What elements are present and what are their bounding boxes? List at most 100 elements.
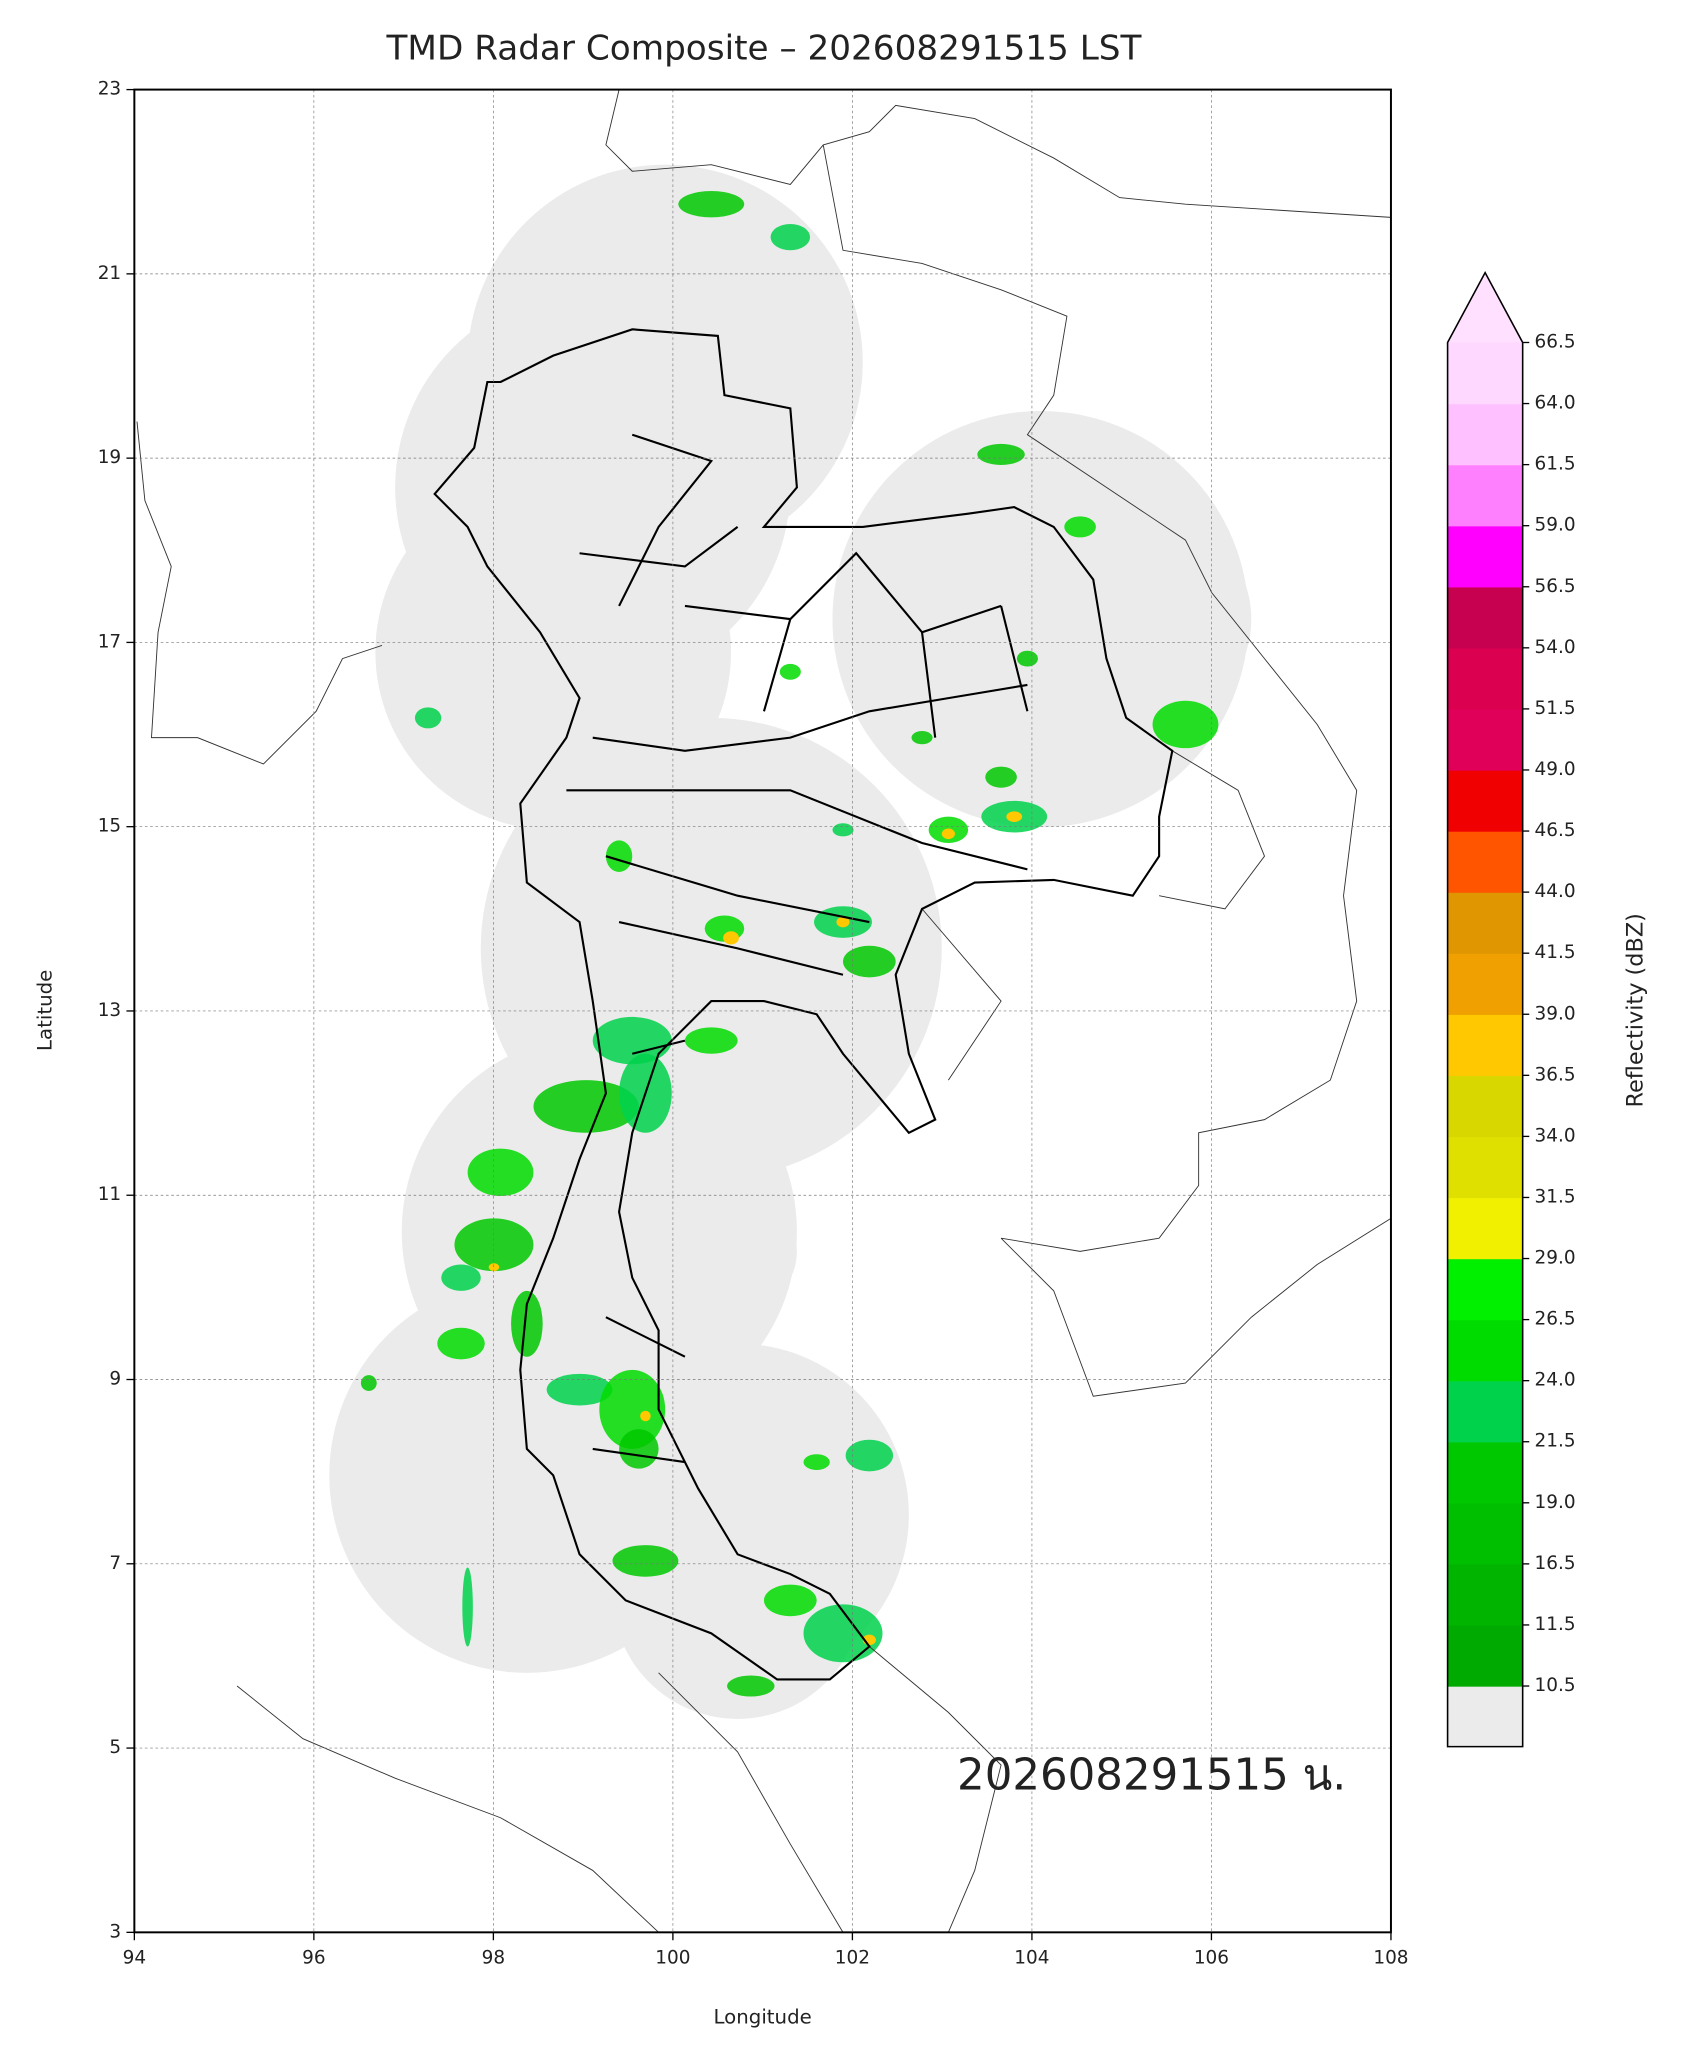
echo (977, 443, 1025, 465)
echo (832, 823, 854, 837)
y-tick-label: 21 (98, 263, 121, 284)
colorbar-tick-label: 24.0 (1535, 1370, 1576, 1391)
y-tick-label: 17 (98, 631, 121, 652)
y-tick-label: 7 (109, 1553, 121, 1574)
colorbar-tick-label: 64.0 (1535, 393, 1576, 414)
echo-core (723, 931, 739, 945)
colorbar-under (1447, 1686, 1523, 1747)
colorbar-segment (1447, 892, 1523, 954)
echo (437, 1327, 485, 1360)
x-tick-label: 94 (123, 1948, 146, 1969)
borders (136, 89, 1392, 1933)
coverage-area (612, 1468, 863, 1719)
colorbar-tick-label: 56.5 (1535, 576, 1576, 597)
x-tick-label: 108 (1373, 1948, 1408, 1969)
colorbar-segment (1447, 1136, 1523, 1199)
echo (441, 1264, 481, 1291)
echo (803, 1454, 830, 1471)
y-tick-label: 15 (98, 816, 121, 837)
colorbar-tick-label: 46.5 (1535, 820, 1576, 841)
colorbar-tick-label: 10.5 (1535, 1675, 1576, 1696)
y-tick-label: 13 (98, 1000, 121, 1021)
colorbar-tick-label: 21.5 (1535, 1431, 1576, 1452)
echo (619, 1429, 659, 1469)
colorbar-tick-label: 11.5 (1535, 1614, 1576, 1635)
colorbar-tick-label: 51.5 (1535, 698, 1576, 719)
y-tick-label: 9 (109, 1369, 121, 1390)
colorbar-segment (1447, 586, 1523, 649)
colorbar-segment (1447, 1075, 1523, 1138)
echo (1152, 700, 1219, 749)
echo (599, 1369, 666, 1449)
echo-core (1006, 811, 1023, 822)
echo (511, 1290, 543, 1357)
x-tick-label: 102 (835, 1948, 870, 1969)
neighbor-borders (136, 89, 1392, 1933)
echo (546, 1373, 613, 1406)
colorbar-tick-label: 19.0 (1535, 1492, 1576, 1513)
echo (1016, 650, 1038, 667)
axes: 94 96 98 100 102 104 106 108 3 5 7 9 11 13 15 17 19 21 23 (98, 79, 1409, 1969)
colorbar-tick-label: 16.5 (1535, 1553, 1576, 1574)
colorbar-segment (1447, 647, 1523, 710)
echo (467, 1148, 534, 1197)
y-tick-label: 5 (109, 1737, 121, 1758)
echo (414, 707, 442, 729)
x-tick-label: 98 (482, 1948, 505, 1969)
colorbar: 10.5 11.5 16.5 19.0 21.5 24.0 26.5 29.0 31.5 34.0… (1446, 271, 1576, 1748)
x-axis-label: Longitude (714, 2005, 812, 2028)
echo (911, 731, 933, 745)
colorbar-segment (1447, 1624, 1523, 1687)
echo (612, 1545, 679, 1577)
echo (360, 1375, 377, 1391)
echo (843, 945, 896, 978)
radar-coverage (329, 164, 1252, 1719)
colorbar-tick-label: 31.5 (1535, 1186, 1576, 1207)
colorbar-tick-label: 41.5 (1535, 942, 1576, 963)
coverage-area (678, 1192, 797, 1311)
colorbar-tick-label: 49.0 (1535, 759, 1576, 780)
echo-core (941, 828, 955, 840)
echo (1064, 516, 1096, 538)
echo (727, 1675, 775, 1697)
colorbar-segment (1447, 1563, 1523, 1626)
x-tick-label: 104 (1014, 1948, 1049, 1969)
colorbar-segment (1447, 342, 1523, 405)
colorbar-segment (1447, 1441, 1523, 1504)
colorbar-tick-label: 44.0 (1535, 881, 1576, 902)
colorbar-tick-label: 26.5 (1535, 1309, 1576, 1330)
y-axis-label: Latitude (34, 970, 57, 1051)
x-tick-label: 100 (655, 1948, 690, 1969)
x-tick-label: 96 (302, 1948, 325, 1969)
colorbar-segment (1447, 403, 1523, 466)
x-tick-label: 106 (1194, 1948, 1229, 1969)
colorbar-segment (1447, 1380, 1523, 1443)
echo (684, 1027, 738, 1054)
colorbar-segment (1447, 464, 1523, 527)
colorbar-segment (1447, 769, 1523, 832)
colorbar-segment (1447, 1197, 1523, 1260)
colorbar-segment (1447, 831, 1523, 893)
colorbar-segment (1447, 1502, 1523, 1565)
colorbar-tick-label: 61.5 (1535, 454, 1576, 475)
coverage-area (1040, 513, 1252, 725)
echo (533, 1080, 639, 1133)
echo (779, 663, 801, 680)
colorbar-tick-label: 54.0 (1535, 637, 1576, 658)
timestamp-annotation: 202608291515 น. (957, 1751, 1346, 1801)
colorbar-segment (1447, 525, 1523, 588)
y-tick-label: 11 (98, 1184, 121, 1205)
echo (462, 1567, 473, 1647)
echo (454, 1218, 534, 1272)
colorbar-tick-label: 34.0 (1535, 1125, 1576, 1146)
colorbar-segment (1447, 1258, 1523, 1321)
y-tick-label: 19 (98, 447, 121, 468)
colorbar-tick-label: 66.5 (1535, 331, 1576, 352)
colorbar-segment (1447, 1319, 1523, 1382)
echo-core (640, 1410, 651, 1422)
colorbar-segment (1447, 1014, 1523, 1076)
echo-core (836, 916, 850, 928)
y-tick-label: 3 (109, 1921, 121, 1942)
colorbar-tick-label: 29.0 (1535, 1248, 1576, 1269)
